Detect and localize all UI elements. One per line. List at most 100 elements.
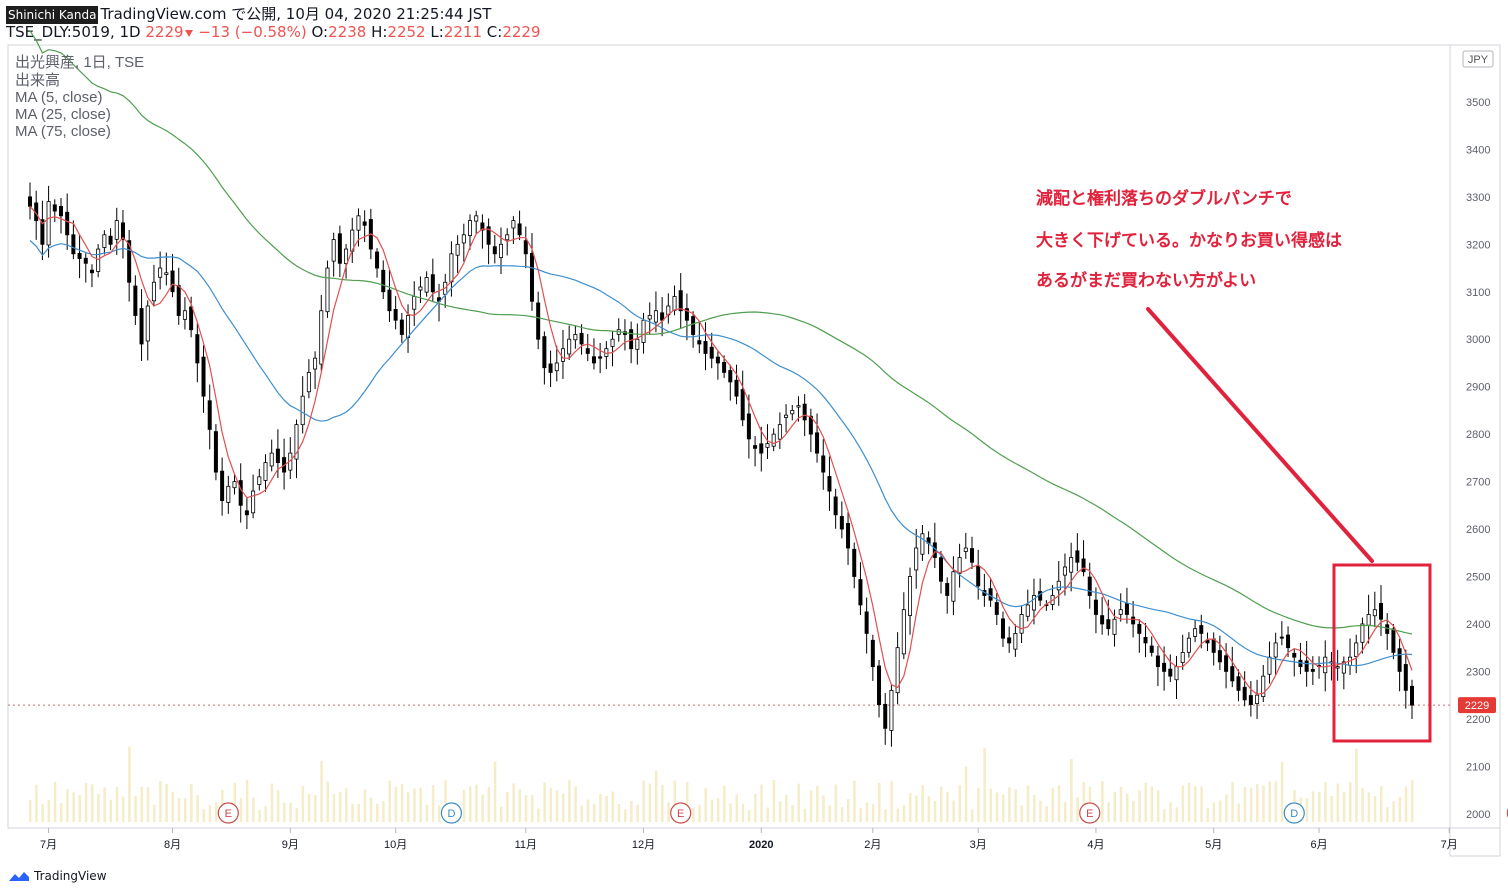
candle-body <box>908 576 913 616</box>
symbol-label[interactable]: TSE_DLY:5019, 1D <box>6 23 141 41</box>
high-label: H: <box>371 23 388 41</box>
volume-bar <box>1231 782 1234 822</box>
volume-bar <box>1225 794 1228 822</box>
publish-info: TradingView.com で公開, 10月 04, 2020 21:25:… <box>100 5 492 23</box>
volume-bar <box>586 799 590 822</box>
volume-bar <box>481 794 484 822</box>
candle-body <box>120 222 125 240</box>
volume-bar <box>797 783 800 822</box>
candle-body <box>629 329 634 350</box>
candle-body <box>275 448 280 463</box>
volume-bar <box>692 807 695 822</box>
author-badge[interactable]: Shinichi Kanda <box>6 6 99 24</box>
candle-body <box>424 277 429 293</box>
candle-body <box>1013 633 1018 650</box>
volume-bar <box>382 801 385 822</box>
price-change: −13 (−0.58%) <box>198 23 307 41</box>
x-tick-label: 11月 <box>515 839 537 851</box>
volume-bar <box>1181 785 1185 822</box>
candle-body <box>833 496 838 516</box>
chart-header: Shinichi Kanda TradingView.com で公開, 10月 0… <box>0 0 1508 44</box>
volume-bar <box>47 799 51 822</box>
low-value: 2211 <box>443 23 482 41</box>
volume-bar <box>345 788 348 822</box>
legend-ma5[interactable]: MA (5, close) <box>15 89 103 106</box>
candle-body <box>505 234 510 241</box>
volume-bar <box>1206 808 1209 822</box>
candle-body <box>1025 604 1030 617</box>
volume-bar <box>208 805 212 822</box>
volume-bar <box>431 785 435 822</box>
plot-area[interactable] <box>7 44 1451 829</box>
volume-bar <box>1101 781 1104 822</box>
volume-bar <box>326 781 329 822</box>
candle-body <box>176 285 181 316</box>
volume-bar <box>146 787 150 822</box>
volume-bar <box>871 804 875 822</box>
volume-bar <box>29 800 32 822</box>
dividend-marker[interactable] <box>440 802 463 824</box>
currency-badge[interactable]: JPY <box>1462 50 1494 68</box>
candle-body <box>263 462 268 481</box>
volume-bar <box>357 803 360 822</box>
candle-body <box>976 565 981 587</box>
candle-body <box>1248 695 1253 706</box>
x-tick-label: 12月 <box>632 839 655 851</box>
volume-bar <box>84 783 88 822</box>
volume-bar <box>1342 792 1346 822</box>
y-tick-label: 2800 <box>1466 429 1490 441</box>
earnings-marker[interactable] <box>1079 802 1101 824</box>
earnings-marker[interactable] <box>217 802 239 824</box>
candle-body <box>251 490 256 514</box>
candle-body <box>815 432 820 454</box>
candle-body <box>387 289 392 312</box>
volume-bar <box>438 805 441 822</box>
volume-bar <box>946 791 949 822</box>
candle-body <box>858 579 863 606</box>
volume-bar <box>654 770 658 822</box>
candle-body <box>1087 576 1092 596</box>
legend-symbol[interactable]: 出光興産, 1日, TSE <box>15 54 144 71</box>
volume-bar <box>791 805 794 822</box>
volume-bar <box>1156 790 1160 822</box>
candle-body <box>1217 650 1222 663</box>
annotation-line-2: 大きく下げている。かなりお買い得感は <box>1036 230 1342 251</box>
volume-bar <box>115 786 119 822</box>
dividend-marker[interactable] <box>1283 802 1305 824</box>
y-tick-label: 3400 <box>1466 144 1490 156</box>
event-marker-label: E <box>225 808 232 820</box>
volume-bar <box>723 785 726 822</box>
candle-body <box>1403 664 1408 691</box>
volume-bar <box>66 789 69 822</box>
candle-body <box>548 363 553 373</box>
volume-bar <box>159 780 162 822</box>
candle-body <box>1031 595 1036 611</box>
candle-body <box>1242 686 1247 701</box>
volume-bar <box>394 786 398 822</box>
volume-bar <box>605 795 608 822</box>
legend-ma25[interactable]: MA (25, close) <box>15 106 111 123</box>
volume-bar <box>35 784 38 822</box>
volume-bar <box>685 782 689 822</box>
volume-bar <box>512 783 515 822</box>
volume-bar <box>462 790 466 822</box>
candle-body <box>1069 557 1074 573</box>
earnings-marker[interactable] <box>670 802 692 824</box>
y-tick-label: 3200 <box>1466 239 1490 251</box>
candle-body <box>77 253 82 259</box>
volume-bar <box>592 803 596 822</box>
volume-bar <box>190 784 193 822</box>
x-tick-label: 7月 <box>40 839 57 851</box>
candle-body <box>399 319 404 335</box>
volume-bar <box>475 784 478 822</box>
footer-brand[interactable]: TradingView <box>8 869 107 883</box>
event-marker-label: D <box>447 808 455 820</box>
legend-ma75[interactable]: MA (75, close) <box>15 123 111 140</box>
volume-bar <box>673 780 677 822</box>
legend-volume[interactable]: 出来高 <box>15 72 60 89</box>
currency-label: JPY <box>1468 54 1489 66</box>
candle-body <box>895 647 900 694</box>
candle-body <box>1131 616 1136 625</box>
volume-bar <box>376 803 379 822</box>
